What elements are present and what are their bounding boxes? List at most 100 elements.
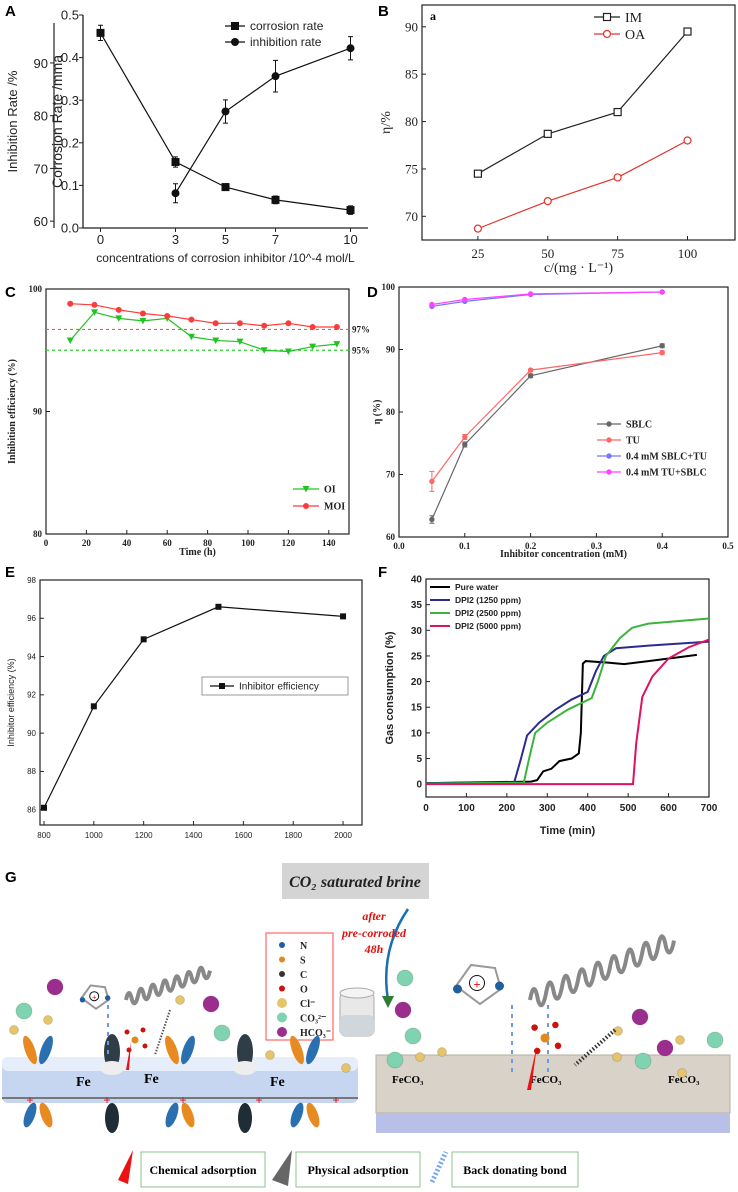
data-point bbox=[164, 312, 171, 319]
x-tick-label: 3 bbox=[172, 232, 179, 247]
data-point bbox=[346, 206, 355, 215]
data-point bbox=[188, 316, 195, 323]
data-point bbox=[215, 603, 222, 610]
x-tick-label: 700 bbox=[701, 803, 718, 814]
data-point bbox=[527, 291, 534, 297]
orbital-lobe bbox=[306, 1102, 320, 1128]
x-tick-label: 0.3 bbox=[591, 541, 603, 551]
x-tick-label: 1600 bbox=[234, 831, 252, 840]
physical-adsorption-mark bbox=[154, 1009, 171, 1056]
y-axis-label: η (%) bbox=[372, 400, 383, 425]
legend-box-back-donating bbox=[451, 1151, 579, 1188]
x-tick-label: 800 bbox=[37, 831, 51, 840]
orbital-lobe bbox=[306, 1035, 320, 1065]
y-axis-label: Corrosion Rate /mma bbox=[49, 55, 65, 188]
fe-label: Fe bbox=[270, 1075, 285, 1090]
y-tick-label: 40 bbox=[411, 575, 423, 586]
oxygen-atom-icon bbox=[531, 1024, 538, 1031]
data-point bbox=[429, 478, 435, 485]
data-point bbox=[527, 367, 534, 373]
y-tick-label: 75 bbox=[405, 161, 418, 176]
data-point bbox=[462, 434, 468, 440]
orbital-lobe bbox=[165, 1102, 179, 1128]
data-point bbox=[91, 301, 98, 308]
series-moi bbox=[67, 300, 340, 330]
series-line bbox=[431, 345, 663, 520]
y-tick-label: 90 bbox=[386, 345, 396, 355]
orbital-lobe bbox=[165, 1035, 179, 1065]
legend-label: DPI2 (2500 ppm) bbox=[455, 608, 521, 618]
legend-label: Inhibitor efficiency bbox=[239, 682, 319, 693]
oxygen-atom-icon bbox=[140, 1027, 146, 1033]
data-point bbox=[115, 306, 122, 313]
ion-icon bbox=[613, 1026, 623, 1036]
data-point bbox=[139, 310, 146, 317]
y2-tick-label: 80 bbox=[34, 109, 48, 124]
arrow-head-icon bbox=[382, 996, 394, 1008]
data-point bbox=[333, 341, 341, 348]
alkyl-chain-icon bbox=[124, 965, 212, 1006]
series-sblc bbox=[429, 343, 665, 524]
d-orbitals: + + + + + bbox=[23, 1034, 340, 1133]
data-point bbox=[659, 289, 665, 295]
data-point bbox=[543, 197, 552, 206]
ion-icon bbox=[631, 1008, 649, 1026]
atom-4-icon bbox=[277, 998, 287, 1008]
data-point bbox=[613, 107, 622, 117]
y-tick-label: 20 bbox=[411, 677, 423, 688]
atom-legend-label: C bbox=[300, 970, 307, 981]
nitrogen-atom-icon bbox=[453, 984, 462, 994]
legend-box bbox=[201, 676, 349, 696]
ion-icon bbox=[675, 1035, 685, 1045]
data-point bbox=[340, 613, 347, 620]
y-tick-label: 90 bbox=[33, 407, 43, 417]
x-tick-label: 2000 bbox=[334, 831, 352, 840]
physical-adsorption-icon bbox=[272, 1150, 292, 1186]
legend-box-physical bbox=[295, 1151, 421, 1188]
arrow-note-line3: 48h bbox=[364, 942, 384, 956]
panel-label-c: C bbox=[5, 284, 16, 301]
atom-legend-label: CO₃²⁻ bbox=[300, 1014, 326, 1025]
ion-icon bbox=[634, 1052, 652, 1070]
y-tick-label: 30 bbox=[411, 626, 423, 637]
ion-icon bbox=[43, 1015, 53, 1025]
data-point bbox=[271, 72, 280, 81]
orbital-lobe bbox=[181, 1102, 195, 1128]
orbital-lobe bbox=[39, 1035, 53, 1065]
ion-icon bbox=[404, 1027, 422, 1045]
ion-icon bbox=[415, 1052, 425, 1062]
x-axis-label: Inhibitor concentration (mM) bbox=[500, 549, 627, 560]
fe-label: Fe bbox=[76, 1075, 91, 1090]
transition-arrow bbox=[384, 908, 410, 1001]
data-point bbox=[659, 343, 665, 349]
x-tick-label: 500 bbox=[620, 803, 637, 814]
x-tick-label: 50 bbox=[541, 246, 554, 261]
y2-tick-label: 60 bbox=[34, 214, 48, 229]
atom-legend-label: O bbox=[300, 985, 308, 996]
x-tick-label: 7 bbox=[272, 232, 279, 247]
cation-charge-icon bbox=[469, 975, 485, 991]
data-point bbox=[333, 323, 340, 330]
legend-label: OI bbox=[324, 485, 336, 496]
y-tick-label: 96 bbox=[27, 614, 36, 623]
data-point bbox=[139, 317, 147, 325]
beaker-icon bbox=[339, 987, 375, 1037]
y2-tick-label: 90 bbox=[34, 56, 48, 71]
ion-icon bbox=[175, 995, 185, 1005]
series-im bbox=[473, 27, 692, 178]
x-tick-label: 100 bbox=[458, 803, 475, 814]
orbital-lobe bbox=[100, 1061, 124, 1075]
chart-d-efficiency-concentration: 0.0 0.1 0.2 0.3 0.4 0.5 60 70 80 90 100 Inhibitor c… bbox=[372, 282, 734, 560]
legend-label: corrosion rate bbox=[250, 19, 324, 33]
x-tick-label: 300 bbox=[539, 803, 556, 814]
series-oi bbox=[66, 309, 341, 355]
oxygen-atom-icon bbox=[142, 1043, 148, 1049]
chart-c-efficiency-time: 0 20 40 60 80 100 120 140 80 90 100 Time (h) Inhibit… bbox=[7, 284, 370, 558]
x-tick-label: 120 bbox=[282, 538, 296, 548]
data-point bbox=[613, 173, 622, 182]
x-tick-label: 10 bbox=[343, 232, 357, 247]
legend: corrosion rate inhibition rate bbox=[225, 19, 324, 49]
positive-charge-icon: + bbox=[26, 1093, 33, 1107]
y-tick-label: 0.5 bbox=[61, 8, 79, 23]
x-tick-label: 25 bbox=[471, 246, 484, 261]
